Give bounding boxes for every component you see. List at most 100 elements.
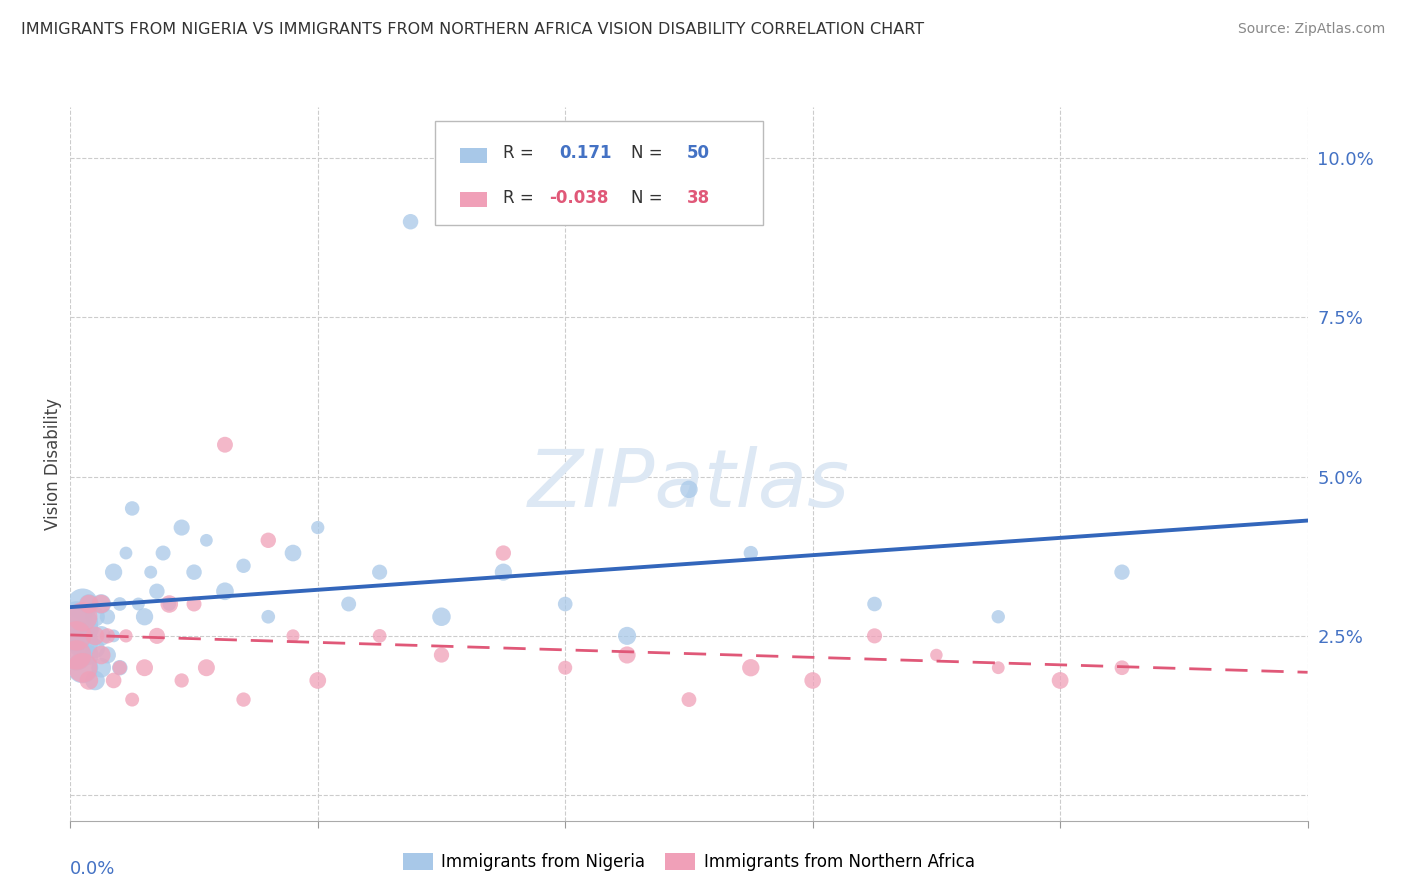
Point: [65, 629, 87, 643]
Bar: [460, 148, 488, 162]
Point: [740, 661, 762, 675]
Point: [678, 692, 700, 706]
Point: [214, 438, 236, 452]
Point: [1111, 565, 1133, 579]
Text: 38: 38: [686, 189, 710, 207]
Point: [77, 623, 100, 637]
Point: [72, 609, 94, 624]
Point: [72, 661, 94, 675]
Point: [307, 520, 329, 534]
Point: [925, 648, 948, 662]
Point: [987, 609, 1010, 624]
Point: [115, 629, 138, 643]
Point: [1049, 673, 1071, 688]
Bar: [460, 192, 488, 207]
Point: [103, 673, 125, 688]
Text: R =: R =: [503, 189, 534, 207]
Point: [863, 629, 886, 643]
Point: [157, 597, 180, 611]
Point: [84, 609, 107, 624]
Point: [108, 661, 131, 675]
Point: [121, 501, 143, 516]
Point: [987, 661, 1010, 675]
Point: [740, 546, 762, 560]
Point: [72, 616, 94, 631]
Point: [103, 565, 125, 579]
Point: [103, 629, 125, 643]
Point: [72, 597, 94, 611]
Legend: Immigrants from Nigeria, Immigrants from Northern Africa: Immigrants from Nigeria, Immigrants from…: [396, 847, 981, 878]
Point: [183, 565, 205, 579]
Point: [96, 648, 118, 662]
Point: [157, 597, 180, 611]
Point: [554, 661, 576, 675]
Point: [84, 629, 107, 643]
Point: [65, 629, 87, 643]
Point: [65, 648, 87, 662]
Point: [90, 597, 112, 611]
Point: [65, 648, 87, 662]
Point: [214, 584, 236, 599]
Point: [77, 673, 100, 688]
Point: [399, 215, 422, 229]
Point: [195, 661, 218, 675]
Point: [108, 661, 131, 675]
Point: [492, 565, 515, 579]
Point: [96, 609, 118, 624]
FancyBboxPatch shape: [436, 121, 763, 225]
Point: [257, 533, 280, 548]
Point: [72, 635, 94, 649]
Point: [183, 597, 205, 611]
Point: [307, 673, 329, 688]
Text: N =: N =: [631, 145, 662, 162]
Point: [84, 673, 107, 688]
Point: [121, 692, 143, 706]
Point: [77, 597, 100, 611]
Point: [134, 609, 156, 624]
Point: [281, 629, 304, 643]
Y-axis label: Vision Disability: Vision Disability: [44, 398, 62, 530]
Point: [257, 609, 280, 624]
Point: [65, 609, 87, 624]
Point: [90, 597, 112, 611]
Point: [554, 597, 576, 611]
Text: ZIPatlas: ZIPatlas: [527, 446, 851, 524]
Point: [90, 648, 112, 662]
Point: [134, 661, 156, 675]
Point: [115, 546, 138, 560]
Point: [170, 520, 193, 534]
Point: [170, 673, 193, 688]
Point: [616, 629, 638, 643]
Point: [90, 661, 112, 675]
Point: [195, 533, 218, 548]
Text: 0.171: 0.171: [560, 145, 612, 162]
Point: [96, 629, 118, 643]
Point: [1111, 661, 1133, 675]
Point: [678, 483, 700, 497]
Point: [492, 546, 515, 560]
Text: N =: N =: [631, 189, 662, 207]
Point: [139, 565, 162, 579]
Point: [146, 629, 169, 643]
Point: [84, 641, 107, 656]
Point: [108, 597, 131, 611]
Point: [616, 648, 638, 662]
Point: [232, 558, 254, 573]
Point: [368, 565, 391, 579]
Text: Source: ZipAtlas.com: Source: ZipAtlas.com: [1237, 22, 1385, 37]
Text: -0.038: -0.038: [550, 189, 609, 207]
Text: 50: 50: [686, 145, 710, 162]
Point: [152, 546, 174, 560]
Point: [430, 609, 453, 624]
Point: [863, 597, 886, 611]
Point: [127, 597, 149, 611]
Text: IMMIGRANTS FROM NIGERIA VS IMMIGRANTS FROM NORTHERN AFRICA VISION DISABILITY COR: IMMIGRANTS FROM NIGERIA VS IMMIGRANTS FR…: [21, 22, 924, 37]
Point: [77, 648, 100, 662]
Point: [281, 546, 304, 560]
Point: [801, 673, 824, 688]
Text: 0.0%: 0.0%: [70, 860, 115, 878]
Point: [337, 597, 360, 611]
Point: [77, 597, 100, 611]
Point: [232, 692, 254, 706]
Point: [90, 629, 112, 643]
